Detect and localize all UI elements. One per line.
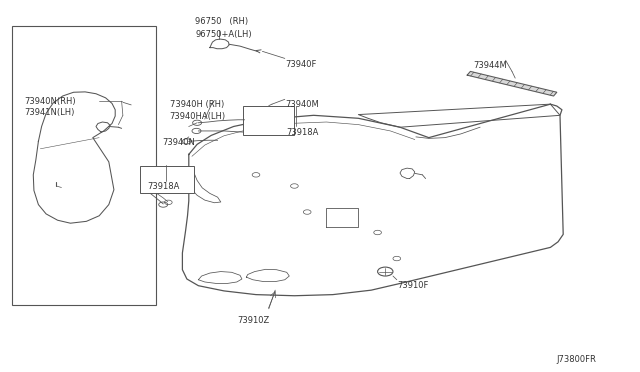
Text: 73941N(LH): 73941N(LH) — [24, 108, 75, 117]
Text: 73918A: 73918A — [287, 128, 319, 137]
Text: 73940N(RH): 73940N(RH) — [24, 97, 76, 106]
Bar — [140, 166, 194, 193]
Text: 73910F: 73910F — [397, 281, 428, 290]
Text: 73940F: 73940F — [285, 60, 316, 68]
Text: 73940H (RH): 73940H (RH) — [170, 100, 224, 109]
Bar — [12, 26, 156, 305]
Text: J73800FR: J73800FR — [557, 355, 596, 364]
Text: 96750   (RH): 96750 (RH) — [195, 17, 248, 26]
Text: 96750+A(LH): 96750+A(LH) — [195, 30, 252, 39]
Text: 73940M: 73940M — [285, 100, 319, 109]
Text: 73918A: 73918A — [147, 182, 180, 191]
Polygon shape — [467, 71, 557, 96]
Text: 73940N: 73940N — [162, 138, 195, 147]
Text: 73910Z: 73910Z — [237, 316, 269, 325]
Bar — [243, 106, 294, 135]
Text: 73940HA(LH): 73940HA(LH) — [170, 112, 226, 121]
Text: 73944M: 73944M — [474, 61, 508, 70]
